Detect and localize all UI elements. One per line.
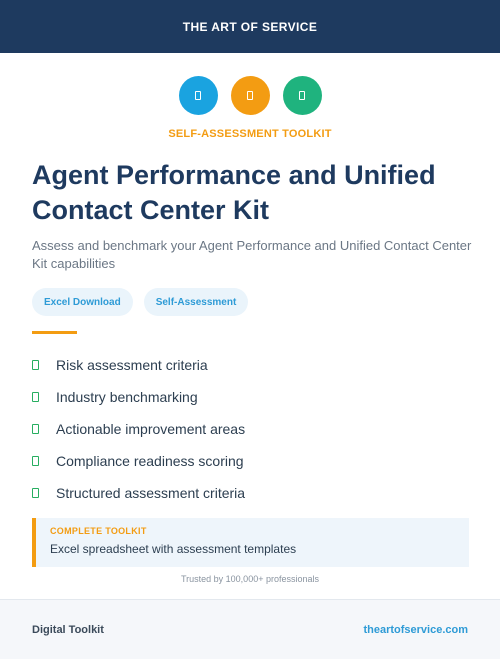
kicker-label: SELF-ASSESSMENT TOOLKIT <box>168 128 332 140</box>
trust-note: Trusted by 100,000+ professionals <box>180 574 319 584</box>
feature-label: Compliance readiness scoring <box>56 453 244 469</box>
feature-label: Actionable improvement areas <box>56 421 246 437</box>
document-icon <box>247 91 253 100</box>
page-title: Agent Performance and Unified Contact Ce… <box>32 160 436 225</box>
page-subtitle: Assess and benchmark your Agent Performa… <box>32 238 472 271</box>
document-icon-green <box>282 76 322 115</box>
tag-list: Excel Download Self-Assessment <box>32 288 249 316</box>
callout-label: COMPLETE TOOLKIT <box>50 526 147 536</box>
feature-label: Industry benchmarking <box>56 389 198 405</box>
feature-item: Structured assessment criteria <box>32 477 472 509</box>
website-link[interactable]: theartofservice.com <box>363 623 468 636</box>
feature-item: Industry benchmarking <box>32 381 472 413</box>
document-icon-orange <box>230 76 270 115</box>
document-icon-blue <box>178 76 218 115</box>
footer-bar: Digital Toolkit theartofservice.com <box>0 599 500 659</box>
callout-text: Excel spreadsheet with assessment templa… <box>50 542 297 556</box>
feature-label: Structured assessment criteria <box>56 485 246 501</box>
check-icon <box>32 360 39 370</box>
footer-label: Digital Toolkit <box>32 623 104 636</box>
tag-self-assessment: Self-Assessment <box>143 288 249 316</box>
check-icon <box>32 488 39 498</box>
icon-row <box>0 76 500 115</box>
tag-excel-download: Excel Download <box>32 288 133 316</box>
document-icon <box>299 91 305 100</box>
check-icon <box>32 424 39 434</box>
check-icon <box>32 456 39 466</box>
feature-item: Risk assessment criteria <box>32 349 472 381</box>
check-icon <box>32 392 39 402</box>
feature-label: Risk assessment criteria <box>56 357 208 373</box>
feature-item: Compliance readiness scoring <box>32 445 472 477</box>
feature-item: Actionable improvement areas <box>32 413 472 445</box>
document-icon <box>195 91 201 100</box>
toolkit-callout: COMPLETE TOOLKIT Excel spreadsheet with … <box>32 518 469 567</box>
accent-divider <box>32 331 77 334</box>
brand-name: THE ART OF SERVICE <box>182 19 318 34</box>
feature-list: Risk assessment criteria Industry benchm… <box>32 349 472 509</box>
header-bar: THE ART OF SERVICE <box>0 0 500 53</box>
